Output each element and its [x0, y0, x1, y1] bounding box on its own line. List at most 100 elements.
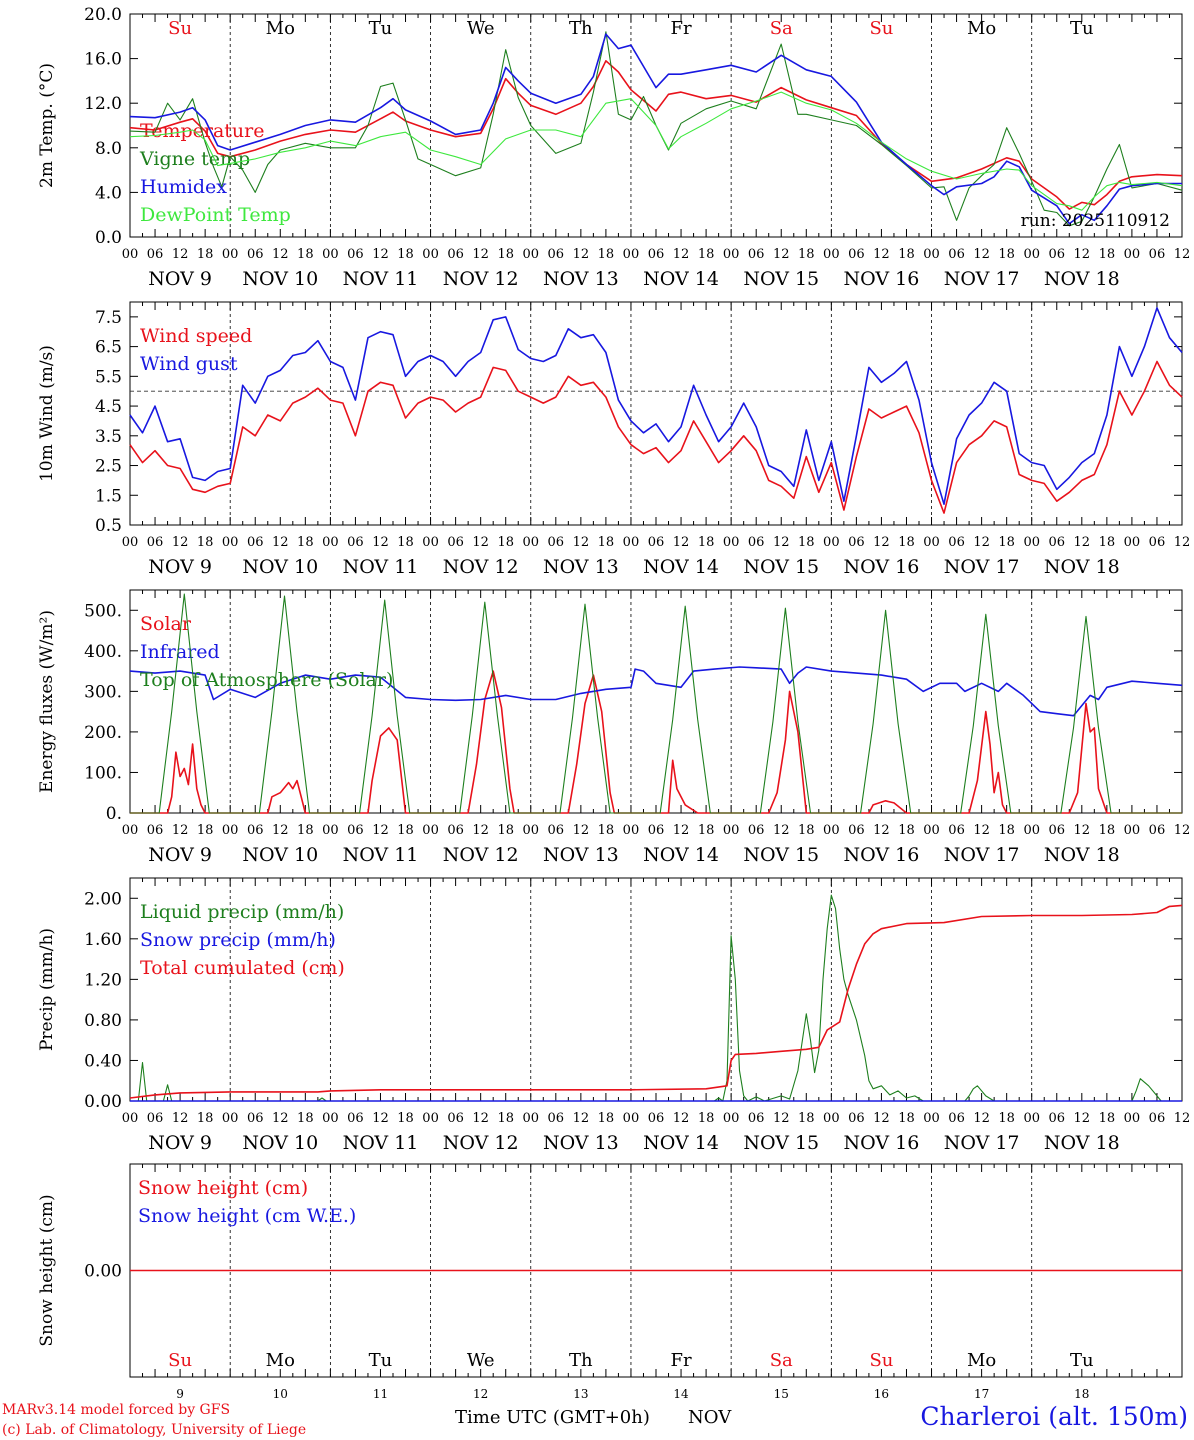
y-tick-label: 7.5	[95, 308, 122, 328]
hour-label: 00	[623, 1111, 640, 1126]
date-label: NOV 18	[1044, 1132, 1120, 1154]
date-label: NOV 15	[743, 1132, 819, 1154]
hour-label: 00	[522, 823, 539, 838]
hour-label: 18	[598, 535, 615, 550]
hour-label: 06	[648, 1111, 665, 1126]
hour-label: 00	[1023, 535, 1040, 550]
y-tick-label: 2.00	[84, 889, 122, 909]
date-label: NOV 17	[944, 1132, 1020, 1154]
hour-label: 18	[197, 1111, 214, 1126]
series-line-total-cumulated-cm-	[129, 904, 1183, 1099]
hour-label: 18	[798, 823, 815, 838]
legend-entry: Infrared	[140, 641, 220, 663]
hour-label: 06	[1149, 823, 1166, 838]
y-tick-label: 8.0	[95, 139, 122, 159]
hour-label: 00	[422, 1111, 439, 1126]
day-abbr: Th	[569, 18, 593, 39]
day-number: 9	[176, 1387, 184, 1401]
y-tick-label: 0.00	[84, 1092, 122, 1112]
day-number: 17	[974, 1387, 989, 1401]
date-label: NOV 14	[643, 1132, 719, 1154]
hour-label: 12	[873, 1111, 890, 1126]
y-tick-label: 0.0	[95, 228, 122, 248]
hour-label: 00	[322, 247, 339, 262]
day-abbr: Tu	[369, 18, 393, 39]
hour-label: 00	[923, 247, 940, 262]
date-label: NOV 15	[743, 556, 819, 578]
hour-label: 18	[397, 1111, 414, 1126]
y-tick-label: 3.5	[95, 427, 122, 447]
hour-label: 12	[272, 823, 289, 838]
hour-label: 12	[673, 1111, 690, 1126]
y-tick-label: 0.00	[84, 1262, 122, 1282]
date-label: NOV 9	[148, 268, 212, 290]
hour-label: 12	[172, 1111, 189, 1126]
legend-entry: DewPoint Temp	[140, 204, 291, 226]
hour-label: 18	[698, 247, 715, 262]
hour-label: 12	[1074, 823, 1091, 838]
x-axis-month: NOV	[688, 1407, 732, 1428]
y-tick-label: 1.20	[84, 970, 122, 990]
y-tick-label: 300.	[84, 682, 122, 702]
date-label: NOV 10	[242, 556, 318, 578]
hour-label: 12	[773, 1111, 790, 1126]
hour-label: 00	[322, 823, 339, 838]
series-line-temperature	[129, 59, 1183, 210]
date-label: NOV 13	[543, 844, 619, 866]
day-abbr: Tu	[1070, 1350, 1094, 1371]
hour-label: 12	[573, 1111, 590, 1126]
date-label: NOV 15	[743, 268, 819, 290]
date-label: NOV 13	[543, 1132, 619, 1154]
hour-label: 06	[1149, 247, 1166, 262]
hour-label: 12	[1174, 823, 1191, 838]
hour-label: 06	[748, 1111, 765, 1126]
hour-label: 00	[122, 535, 139, 550]
hour-label: 00	[422, 247, 439, 262]
date-label: NOV 18	[1044, 844, 1120, 866]
hour-label: 00	[222, 1111, 239, 1126]
hour-label: 12	[773, 247, 790, 262]
chart-panels: 0.04.08.012.016.020.02m Temp. (°C) Temper…	[37, 5, 1190, 1401]
day-abbr: Fr	[671, 18, 692, 39]
hour-label: 06	[347, 1111, 364, 1126]
legend-entry: Snow height (cm W.E.)	[138, 1205, 356, 1227]
model-credit: MARv3.14 model forced by GFS	[2, 1402, 230, 1418]
hour-label: 18	[1099, 823, 1116, 838]
hour-label: 06	[147, 535, 164, 550]
hour-label: 18	[1099, 247, 1116, 262]
hour-label: 12	[372, 1111, 389, 1126]
hour-label: 00	[623, 823, 640, 838]
hour-label: 18	[798, 247, 815, 262]
hour-label: 06	[247, 1111, 264, 1126]
hour-label: 18	[598, 1111, 615, 1126]
series-line-solar	[130, 670, 1182, 814]
hour-label: 06	[447, 535, 464, 550]
hour-label: 12	[773, 535, 790, 550]
hour-label: 12	[472, 823, 489, 838]
day-abbr: Su	[168, 18, 192, 39]
station-title: Charleroi (alt. 150m)	[920, 1402, 1188, 1431]
plot-frame	[129, 301, 1183, 526]
date-label: NOV 14	[643, 268, 719, 290]
hour-label: 06	[247, 535, 264, 550]
date-label: NOV 16	[844, 268, 920, 290]
day-abbr: We	[467, 18, 495, 39]
series-line-wind-speed	[129, 360, 1183, 514]
hour-label: 12	[573, 247, 590, 262]
hour-label: 12	[372, 535, 389, 550]
hour-label: 00	[322, 1111, 339, 1126]
panel-1: 0.04.08.012.016.020.02m Temp. (°C) Temper…	[37, 5, 1190, 290]
hour-label: 18	[397, 535, 414, 550]
y-tick-label: 6.5	[95, 338, 122, 358]
hour-label: 12	[272, 535, 289, 550]
hour-label: 12	[1074, 535, 1091, 550]
hour-label: 12	[673, 247, 690, 262]
hour-label: 00	[823, 247, 840, 262]
hour-label: 06	[247, 823, 264, 838]
hour-label: 18	[1099, 1111, 1116, 1126]
hour-label: 06	[1149, 535, 1166, 550]
hour-label: 18	[698, 535, 715, 550]
day-abbr: Su	[869, 1350, 893, 1371]
hour-label: 12	[973, 247, 990, 262]
